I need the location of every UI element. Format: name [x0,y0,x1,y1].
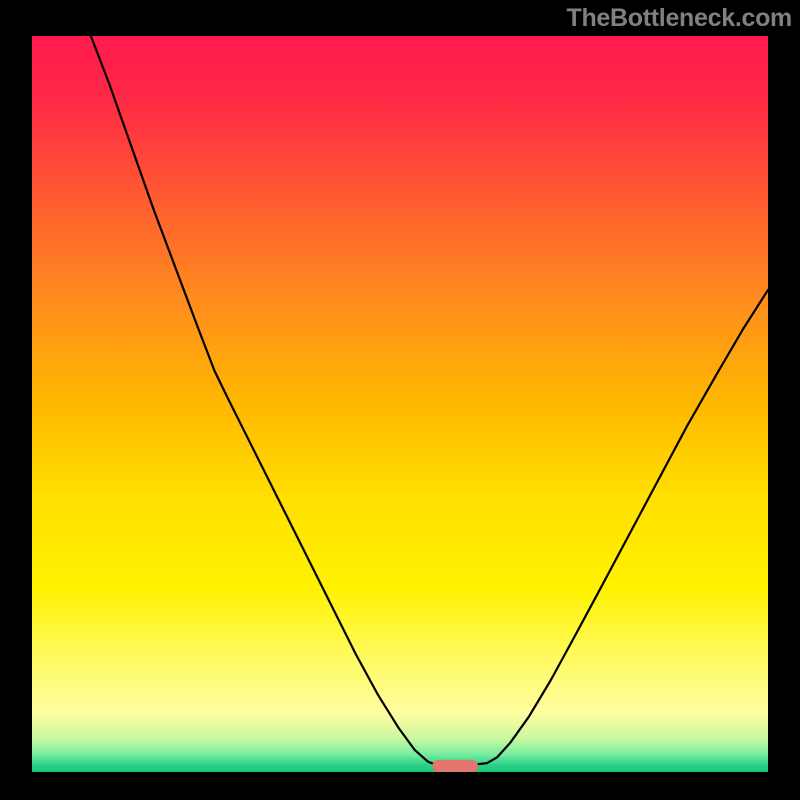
plot-background [32,36,768,772]
watermark-text: TheBottleneck.com [566,4,792,33]
chart-container: TheBottleneck.com [0,0,800,800]
bottleneck-chart [0,0,800,800]
optimal-marker [432,760,478,773]
